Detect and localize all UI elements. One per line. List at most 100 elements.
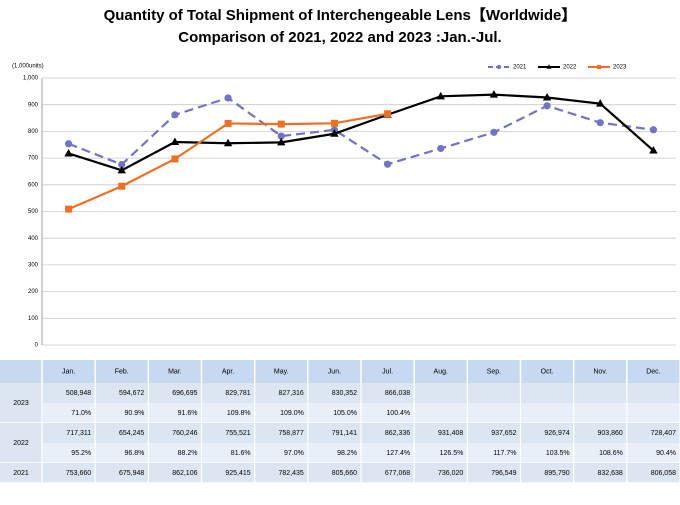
point [277,120,285,128]
table-cell: 127.4% [386,450,410,457]
point [117,165,126,174]
table-cell: 508,948 [66,390,91,397]
point [543,102,551,110]
point [649,126,658,134]
table-header: Jun. [328,368,341,375]
point [224,94,232,102]
y-tick-label: 100 [28,316,39,322]
chart-title: Quantity of Total Shipment of Intercheng… [104,6,577,24]
point [489,90,499,98]
point [171,111,179,119]
point [330,129,339,137]
table-cell: 88.2% [178,450,198,457]
table-header: Sep. [487,368,501,375]
y-tick-label: 600 [28,182,39,188]
point [330,119,338,127]
point [171,155,179,163]
point [118,160,126,169]
table-cell: 105.0% [333,410,357,417]
table-cell: 654,245 [119,430,144,437]
table-cell: 126.5% [440,450,464,457]
point [64,148,73,157]
point [496,64,502,70]
table-cell: 931,408 [438,430,463,437]
y-tick-label: 800 [28,129,39,135]
table-cell: 696,695 [172,390,197,397]
y-tick-label: 500 [28,209,39,215]
table-cell: 903,860 [598,430,623,437]
point [437,144,445,153]
table-header: Nov. [593,368,607,375]
table-cell: 109.0% [280,410,304,417]
y-tick-label: 0 [35,343,39,349]
table-cell: 791,141 [332,430,357,437]
table-header: Jan. [62,368,75,375]
point [596,64,602,70]
table-cell: 753,660 [66,470,91,477]
point [277,137,286,146]
point [384,110,392,118]
table-cell: 937,652 [491,430,516,437]
table-cell: 755,521 [225,430,250,437]
chart-subtitle: Comparison of 2021, 2022 and 2023 :Jan.-… [178,29,501,46]
point [542,92,552,101]
table-cell: 926,974 [544,430,569,437]
y-tick-label: 400 [28,236,39,242]
table-cell: 895,790 [544,470,569,477]
table-year: 2021 [13,470,29,477]
table-cell: 98.2% [337,450,357,457]
table-header: Apr. [222,368,235,375]
point [546,64,552,69]
table-cell: 90.4% [656,450,676,457]
table-cell: 96.8% [124,450,144,457]
point [277,132,285,140]
point [223,138,233,147]
point [64,140,73,148]
table-cell: 97.0% [284,450,304,457]
table-header: Feb. [115,368,129,375]
table-cell: 736,020 [438,470,463,477]
y-tick-label: 900 [28,102,39,108]
table-cell: 925,415 [225,470,250,477]
y-tick-label: 300 [28,262,39,268]
table-cell: 109.8% [227,410,251,417]
table-year-bg [0,383,42,423]
legend-label: 2021 [513,65,527,71]
table-header: Jul. [382,368,393,375]
table-header: Dec. [646,368,660,375]
table-year: 2023 [13,400,29,407]
table-cell: 594,672 [119,390,144,397]
point [224,119,232,127]
point [170,137,180,146]
table-year: 2022 [13,440,29,447]
table-cell: 796,549 [491,470,516,477]
point [596,119,604,127]
table-cell: 806,058 [651,470,676,477]
series-line [68,93,655,172]
table-cell: 91.6% [178,410,198,417]
point [383,160,392,168]
table-cell: 862,336 [385,430,410,437]
y-tick-label: 700 [28,156,39,162]
table-cell: 677,068 [385,470,410,477]
table-cell: 90.9% [124,410,144,417]
table-cell: 760,246 [172,430,197,437]
table-cell: 675,948 [119,470,144,477]
table-year-bg [0,463,42,483]
table-cell: 758,877 [279,430,304,437]
table-cell: 805,660 [332,470,357,477]
series-line [68,96,654,166]
table-cell: 827,316 [279,390,304,397]
y-axis-label: (1,000units) [12,64,44,70]
table-cell: 100.4% [386,410,410,417]
point [490,128,498,136]
table-cell: 117.7% [493,450,516,457]
table-cell: 95.2% [71,450,91,457]
point [596,99,605,107]
y-tick-label: 1,000 [23,76,39,82]
table-cell: 108.6% [599,450,623,457]
point [118,182,126,190]
table-cell: 103.5% [546,450,570,457]
table-cell: 829,781 [225,390,250,397]
